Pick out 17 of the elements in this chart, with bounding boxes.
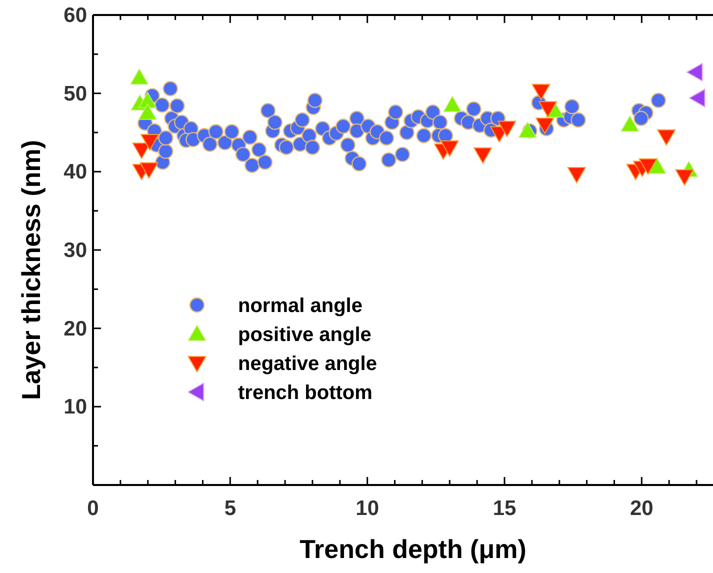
legend-label: normal angle	[238, 295, 362, 317]
y-tick-label: 50	[64, 82, 87, 106]
y-tick-label: 60	[64, 4, 87, 27]
y-tick-label: 20	[64, 317, 87, 340]
x-tick-label: 15	[492, 497, 517, 520]
legend-label: trench bottom	[238, 382, 372, 404]
x-tick-label: 0	[87, 497, 99, 520]
legend-label: positive angle	[238, 324, 372, 346]
x-tick-label: 5	[224, 497, 236, 520]
y-tick-label: 40	[64, 160, 87, 184]
y-tick-label: 30	[64, 239, 87, 262]
y-axis-title: Layer thickness (nm)	[16, 140, 46, 400]
legend-label: negative angle	[238, 353, 377, 375]
x-axis-title: Trench depth (μm)	[300, 534, 526, 564]
y-tick-label: 10	[64, 396, 87, 419]
x-tick-label: 20	[630, 497, 654, 520]
x-tick-label: 10	[356, 497, 380, 520]
